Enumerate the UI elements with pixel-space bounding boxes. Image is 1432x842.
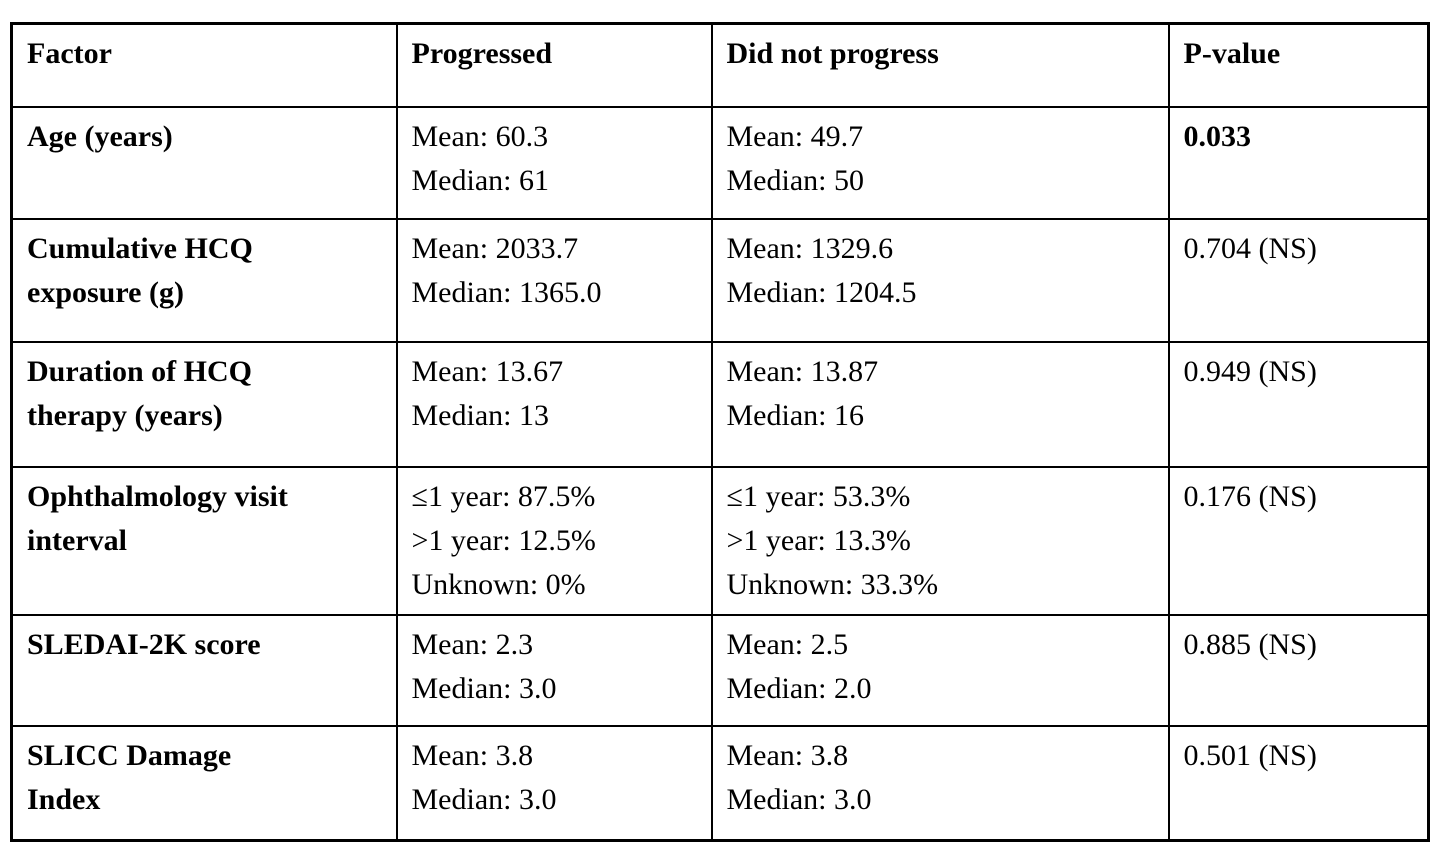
table-row: Cumulative HCQ exposure (g) Mean: 2033.7 Me… [10, 217, 1430, 343]
progressed-cell-line: Mean: 2.3 [411, 627, 534, 661]
did-not-progress-cell-line: Unknown: 33.3% [726, 568, 939, 602]
factor-cell: SLEDAI-2K score [10, 613, 398, 727]
factor-cell-line: Duration of HCQ [27, 354, 252, 388]
did-not-progress-cell-line: Median: 50 [726, 163, 864, 197]
progressed-cell-line: Mean: 60.3 [411, 119, 549, 153]
progressed-cell-line: Mean: 13.67 [411, 354, 564, 388]
p-value-cell: 0.033 [1167, 105, 1430, 220]
did-not-progress-cell-line: Mean: 13.87 [726, 354, 879, 388]
did-not-progress-cell-line: Mean: 2.5 [726, 627, 849, 661]
progressed-cell: Mean: 13.67 Median: 13 [395, 340, 713, 468]
did-not-progress-cell-line: Mean: 49.7 [726, 119, 864, 153]
did-not-progress-cell: Mean: 3.8 Median: 3.0 [710, 724, 1170, 842]
did-not-progress-cell: Mean: 49.7 Median: 50 [710, 105, 1170, 220]
factor-cell: SLICC Damage Index [10, 724, 398, 842]
column-header-did-not-progress: Did not progress [710, 22, 1170, 108]
did-not-progress-cell: Mean: 2.5 Median: 2.0 [710, 613, 1170, 727]
table-row: Age (years) Mean: 60.3 Median: 61 Mean: 49.… [10, 105, 1430, 220]
progressed-cell-line: ≤1 year: 87.5% [411, 479, 596, 513]
factor-cell: Cumulative HCQ exposure (g) [10, 217, 398, 343]
did-not-progress-cell-line: Median: 16 [726, 398, 864, 432]
did-not-progress-cell-line: Mean: 1329.6 [726, 231, 894, 265]
did-not-progress-cell-line: ≤1 year: 53.3% [726, 479, 911, 513]
progressed-cell-line: >1 year: 12.5% [411, 523, 596, 557]
table-row: Duration of HCQ therapy (years) Mean: 13.6… [10, 340, 1430, 468]
progressed-cell: ≤1 year: 87.5% >1 year: 12.5% Unknown: 0% [395, 465, 713, 616]
table-row: Ophthalmology visit interval ≤1 year: 87.5… [10, 465, 1430, 616]
progressed-cell-line: Median: 13 [411, 398, 549, 432]
table-body: Age (years) Mean: 60.3 Median: 61 Mean: 49.… [10, 105, 1430, 842]
did-not-progress-cell-line: Median: 1204.5 [726, 275, 917, 309]
progressed-cell: Mean: 2033.7 Median: 1365.0 [395, 217, 713, 343]
progressed-cell: Mean: 3.8 Median: 3.0 [395, 724, 713, 842]
progressed-cell-line: Median: 3.0 [411, 783, 557, 817]
progressed-cell: Mean: 2.3 Median: 3.0 [395, 613, 713, 727]
did-not-progress-cell-line: >1 year: 13.3% [726, 523, 911, 557]
factor-cell-line: SLEDAI-2K score [27, 627, 261, 661]
did-not-progress-cell: Mean: 13.87 Median: 16 [710, 340, 1170, 468]
factor-cell-line: therapy (years) [27, 398, 223, 432]
factor-cell-line: SLICC Damage [27, 738, 232, 772]
progressed-cell-line: Mean: 3.8 [411, 738, 534, 772]
column-header-p-value: P-value [1167, 22, 1430, 108]
factor-cell: Age (years) [10, 105, 398, 220]
stats-table: Factor Progressed Did not progress P-val… [10, 22, 1430, 842]
p-value-cell: 0.704 (NS) [1167, 217, 1430, 343]
did-not-progress-cell-line: Median: 3.0 [726, 783, 872, 817]
progressed-cell-line: Median: 1365.0 [411, 275, 602, 309]
factor-cell: Duration of HCQ therapy (years) [10, 340, 398, 468]
progressed-cell-line: Median: 3.0 [411, 672, 557, 706]
progressed-cell-line: Unknown: 0% [411, 568, 586, 602]
table-row: SLICC Damage Index Mean: 3.8 Median: 3.0 Mea… [10, 724, 1430, 842]
column-header-factor: Factor [10, 22, 398, 108]
p-value-cell: 0.885 (NS) [1167, 613, 1430, 727]
did-not-progress-cell-line: Median: 2.0 [726, 672, 872, 706]
factor-cell: Ophthalmology visit interval [10, 465, 398, 616]
factor-cell-line: interval [27, 523, 127, 557]
column-header-progressed: Progressed [395, 22, 713, 108]
did-not-progress-cell-line: Mean: 3.8 [726, 738, 849, 772]
p-value-cell: 0.501 (NS) [1167, 724, 1430, 842]
p-value-cell: 0.176 (NS) [1167, 465, 1430, 616]
factor-cell-line: Index [27, 783, 101, 817]
p-value-cell: 0.949 (NS) [1167, 340, 1430, 468]
factor-cell-line: Cumulative HCQ [27, 231, 253, 265]
did-not-progress-cell: ≤1 year: 53.3% >1 year: 13.3% Unknown: 33.… [710, 465, 1170, 616]
progressed-cell: Mean: 60.3 Median: 61 [395, 105, 713, 220]
did-not-progress-cell: Mean: 1329.6 Median: 1204.5 [710, 217, 1170, 343]
progressed-cell-line: Mean: 2033.7 [411, 231, 579, 265]
progressed-cell-line: Median: 61 [411, 163, 549, 197]
header-row: Factor Progressed Did not progress P-val… [10, 22, 1430, 108]
factor-cell-line: Age (years) [27, 119, 173, 153]
table-row: SLEDAI-2K score Mean: 2.3 Median: 3.0 Mean:… [10, 613, 1430, 727]
factor-cell-line: Ophthalmology visit [27, 479, 288, 513]
factor-cell-line: exposure (g) [27, 275, 184, 309]
